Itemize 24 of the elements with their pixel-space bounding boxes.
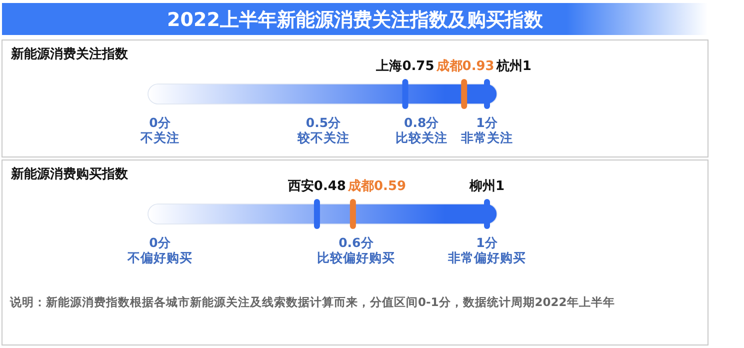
text: 1分 (476, 115, 499, 130)
text: 比较关注 (396, 130, 448, 145)
data-label: 成都0.93 (435, 59, 494, 74)
text: 新能源消费购买指数 (10, 166, 129, 182)
text: 不关注 (140, 130, 180, 145)
data-label: 成都0.59 (347, 179, 406, 194)
data-label: 西安0.48 (286, 178, 346, 194)
data-label: 上海0.75 (375, 59, 434, 74)
text: 比较偏好购买 (317, 250, 396, 265)
text: 非常关注 (460, 130, 513, 145)
text: 2022上半年新能源消费关注指数及购买指数 (167, 9, 544, 31)
text: 0分 (149, 115, 172, 130)
text: 新能源消费关注指数 (10, 46, 129, 62)
text: 非常偏好购买 (447, 250, 526, 265)
text: 说明：新能源消费指数根据各城市新能源关注及线索数据计算而来，分值区间0-1分，数据统计周期2022年上半年 (9, 295, 615, 309)
text: 不偏好购买 (126, 250, 192, 265)
data-label: 杭州1 (495, 58, 532, 74)
text: 0分 (149, 235, 172, 250)
text: 0.6分 (338, 235, 375, 250)
text: 较不关注 (296, 130, 350, 145)
data-label: 柳州1 (468, 179, 505, 194)
text: 0.8分 (404, 115, 440, 130)
text: 1分 (476, 235, 499, 250)
text: 0.5分 (306, 115, 342, 130)
